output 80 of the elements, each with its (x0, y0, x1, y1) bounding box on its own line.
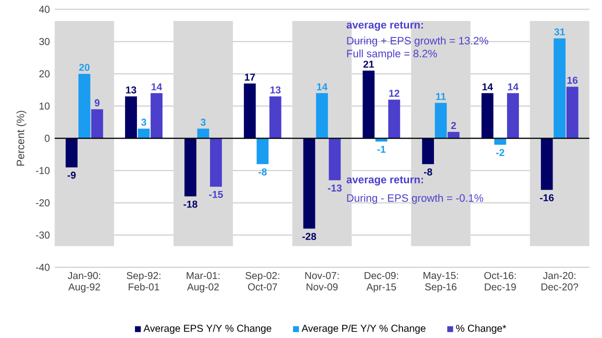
bar (138, 128, 150, 138)
bar (78, 74, 90, 138)
bar (554, 38, 566, 138)
data-label: 14 (482, 83, 493, 90)
y-tick-label: 10 (40, 102, 50, 110)
x-tick-label: Nov-07: Nov-09 (305, 272, 339, 290)
bar (566, 86, 578, 138)
x-tick-label: Dec-09: Apr-15 (364, 272, 398, 292)
y-tick-label: 40 (39, 6, 50, 13)
bar (269, 96, 282, 138)
bar (256, 138, 269, 164)
data-label: 12 (389, 90, 400, 97)
data-label: 11 (436, 93, 446, 100)
annotation: During - EPS growth = -0.1% (347, 194, 484, 204)
data-label: 3 (141, 118, 146, 126)
bar (244, 84, 256, 138)
annotation: average return: (346, 176, 423, 186)
annotation: During + EPS growth = 13.2% (347, 36, 488, 47)
bar (362, 70, 375, 138)
x-tick-label: Jan-90: Aug-92 (68, 272, 100, 292)
bar (316, 93, 328, 138)
bar (388, 100, 400, 138)
data-label: -8 (424, 168, 432, 176)
y-tick-label: 0 (44, 134, 50, 142)
legend-label: Average EPS Y/Y % Change (144, 324, 272, 334)
bar (197, 128, 210, 138)
bar (303, 138, 316, 229)
data-label: 21 (363, 60, 374, 68)
y-tick-label: -30 (36, 232, 50, 239)
data-label: 16 (567, 76, 578, 84)
y-tick-label: 20 (39, 70, 50, 78)
y-tick-label: -10 (36, 167, 50, 174)
bar (125, 96, 137, 138)
x-tick-label: Oct-16: Dec-19 (484, 272, 516, 290)
bar (448, 132, 460, 138)
data-label: -18 (184, 200, 198, 208)
x-tick-label: Sep-02: Oct-07 (246, 272, 280, 290)
data-label: 17 (244, 74, 255, 81)
legend-label: % Change* (456, 324, 506, 334)
bar (422, 138, 434, 164)
bar (328, 138, 341, 180)
x-tick-label: May-15: Sep-16 (424, 272, 458, 292)
bar (434, 102, 447, 138)
bar (150, 93, 162, 138)
data-label: -1 (377, 146, 386, 153)
data-label: -8 (258, 168, 267, 176)
data-label: 3 (200, 118, 206, 126)
bar (540, 138, 553, 190)
data-label: 2 (451, 122, 456, 129)
data-label: -13 (328, 184, 342, 192)
bar (91, 109, 104, 138)
bar (184, 138, 196, 196)
data-label: 13 (126, 86, 136, 94)
x-tick-label: Jan-20: Dec-20? (542, 272, 578, 290)
data-label: -16 (540, 194, 554, 202)
bar (66, 138, 78, 168)
legend-label: Average P/E Y/Y % Change (302, 324, 426, 334)
y-tick-label: 30 (39, 38, 50, 46)
data-label: 20 (79, 64, 90, 71)
x-tick-label: Mar-01: Aug-02 (186, 272, 220, 292)
x-tick-label: Sep-92: Feb-01 (126, 272, 160, 290)
data-label: 31 (554, 28, 565, 36)
data-label: 14 (152, 83, 162, 90)
data-label: -2 (496, 149, 504, 156)
y-axis-title: Percent (%) (16, 110, 26, 166)
data-label: 14 (317, 83, 328, 90)
data-label: -15 (209, 190, 223, 198)
bar (210, 138, 222, 187)
bar (507, 93, 519, 138)
bar (482, 93, 494, 138)
data-label: 9 (94, 99, 100, 106)
data-label: 13 (270, 86, 281, 94)
annotation: Full sample = 8.2% (347, 50, 437, 60)
data-label: 14 (508, 83, 518, 90)
y-tick-label: -40 (36, 264, 50, 271)
data-label: -28 (302, 232, 316, 240)
y-tick-label: -20 (36, 199, 50, 206)
annotation: average return: (346, 21, 423, 31)
data-label: -9 (68, 172, 76, 179)
bar (494, 138, 506, 145)
